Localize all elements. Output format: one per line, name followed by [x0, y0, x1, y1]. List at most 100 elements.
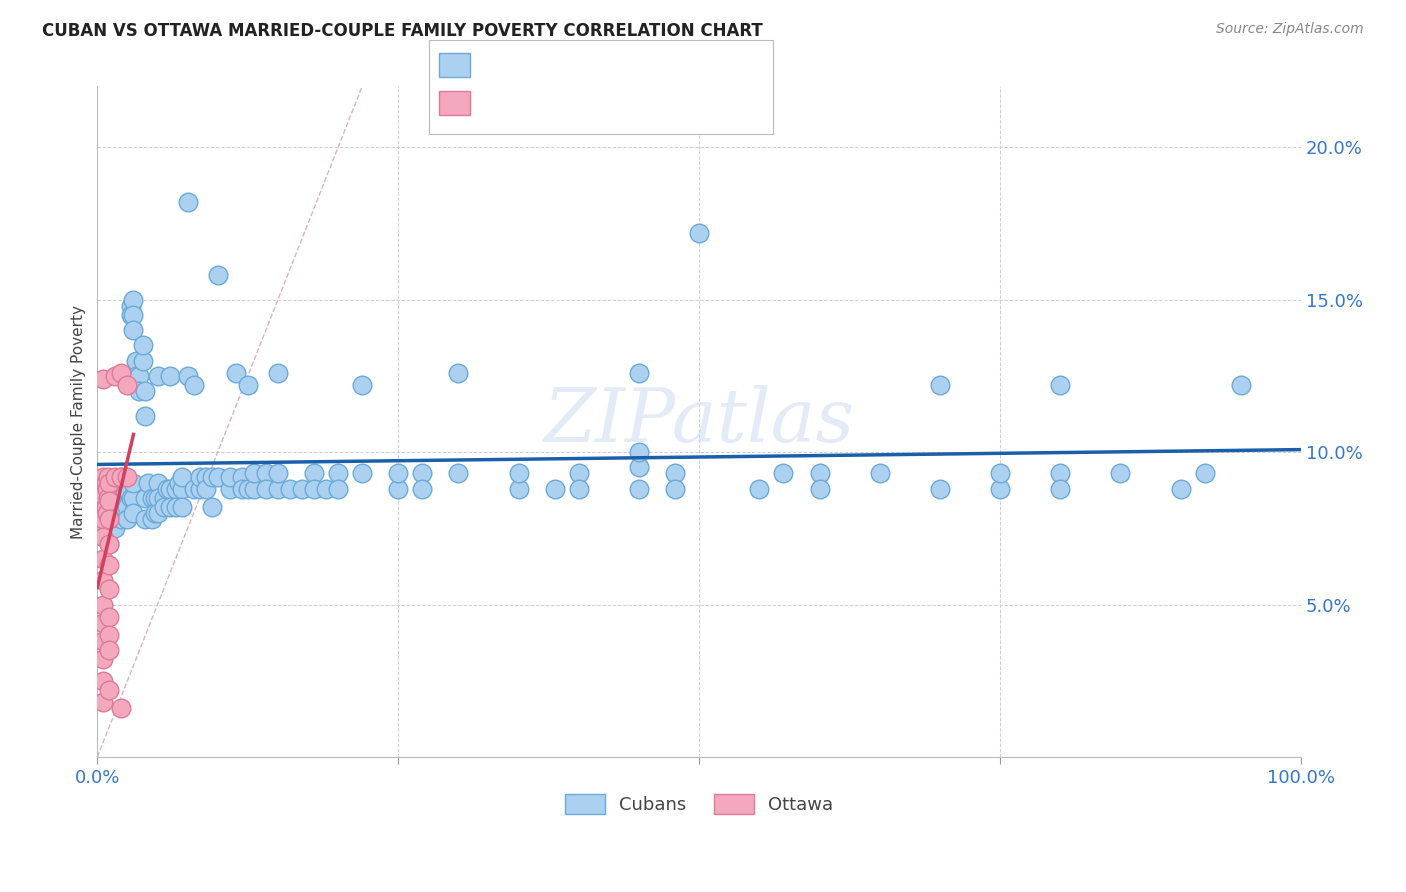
Point [236, 482, 259, 496]
Point [93, 573, 115, 587]
Point [96, 506, 118, 520]
Point [122, 475, 145, 490]
Point [91, 500, 114, 514]
Y-axis label: Married-Couple Family Poverty: Married-Couple Family Poverty [72, 305, 86, 539]
Point [101, 482, 124, 496]
Point [101, 512, 124, 526]
Point [664, 482, 686, 496]
Point [122, 293, 145, 307]
Point [94, 500, 117, 514]
Point [134, 512, 156, 526]
Legend: Cubans, Ottawa: Cubans, Ottawa [558, 787, 841, 822]
Point [108, 482, 131, 496]
Text: 36: 36 [613, 94, 636, 112]
Point [194, 482, 217, 496]
Point [1049, 378, 1071, 392]
Point [447, 467, 470, 481]
Point [218, 482, 240, 496]
Point [91, 482, 114, 496]
Point [808, 482, 831, 496]
Point [117, 512, 139, 526]
Point [93, 551, 115, 566]
Point [110, 366, 132, 380]
Point [988, 482, 1011, 496]
Point [1194, 467, 1216, 481]
Point [104, 368, 127, 383]
Point [568, 467, 591, 481]
Point [627, 366, 650, 380]
Point [1049, 467, 1071, 481]
Point [387, 467, 409, 481]
Point [194, 469, 217, 483]
Text: ZIPatlas: ZIPatlas [544, 385, 855, 458]
Point [98, 628, 121, 642]
Point [101, 497, 124, 511]
Point [146, 506, 169, 520]
Text: 105: 105 [613, 56, 648, 74]
Text: 0.426: 0.426 [517, 94, 569, 112]
Point [988, 467, 1011, 481]
Point [110, 512, 132, 526]
Point [165, 500, 187, 514]
Point [97, 491, 120, 505]
Point [387, 482, 409, 496]
Point [207, 469, 229, 483]
Point [98, 582, 121, 597]
Point [165, 482, 187, 496]
Point [108, 500, 131, 514]
Point [243, 467, 266, 481]
Point [302, 482, 325, 496]
Point [122, 491, 145, 505]
Point [167, 475, 190, 490]
Point [152, 491, 174, 505]
Point [1230, 378, 1253, 392]
Point [231, 482, 253, 496]
Text: Source: ZipAtlas.com: Source: ZipAtlas.com [1216, 22, 1364, 37]
Point [136, 475, 159, 490]
Point [93, 634, 115, 648]
Point [117, 469, 139, 483]
Point [568, 482, 591, 496]
Point [267, 366, 290, 380]
Point [326, 482, 349, 496]
Point [93, 372, 115, 386]
Point [352, 378, 374, 392]
Point [120, 308, 142, 322]
Point [869, 467, 891, 481]
Point [291, 482, 314, 496]
Point [143, 491, 166, 505]
Point [110, 506, 132, 520]
Point [302, 467, 325, 481]
Point [146, 368, 169, 383]
Point [93, 491, 115, 505]
Point [122, 506, 145, 520]
Point [225, 366, 247, 380]
Point [201, 469, 224, 483]
Point [929, 378, 952, 392]
Point [110, 469, 132, 483]
Point [125, 353, 148, 368]
Point [544, 482, 567, 496]
Point [254, 482, 277, 496]
Point [93, 598, 115, 612]
Point [254, 467, 277, 481]
Point [143, 506, 166, 520]
Point [104, 521, 127, 535]
Point [98, 643, 121, 657]
Point [1109, 467, 1132, 481]
Point [122, 308, 145, 322]
Point [267, 482, 290, 496]
Point [112, 500, 135, 514]
Point [183, 482, 205, 496]
Point [315, 482, 337, 496]
Point [98, 609, 121, 624]
Point [94, 475, 117, 490]
Point [231, 469, 253, 483]
Text: CUBAN VS OTTAWA MARRIED-COUPLE FAMILY POVERTY CORRELATION CHART: CUBAN VS OTTAWA MARRIED-COUPLE FAMILY PO… [42, 22, 763, 40]
Point [236, 378, 259, 392]
Point [117, 475, 139, 490]
Point [141, 512, 163, 526]
Point [411, 467, 433, 481]
Point [508, 467, 530, 481]
Point [96, 506, 118, 520]
